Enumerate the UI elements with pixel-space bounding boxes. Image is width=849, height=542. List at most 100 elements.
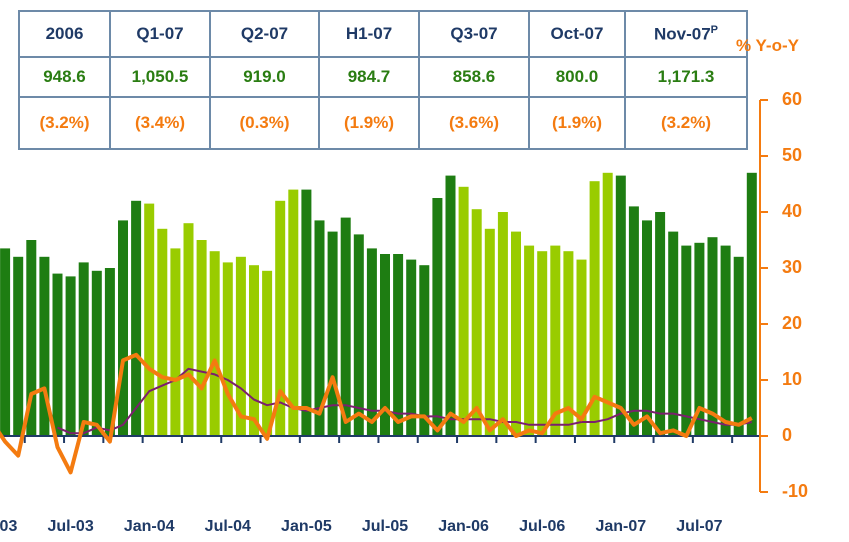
- bar: [602, 172, 613, 437]
- value-row: 948.6 1,050.5 919.0 984.7 858.6 800.0 1,171.3: [18, 56, 748, 98]
- header-row: 2006 Q1-07 Q2-07 H1-07 Q3-07 Oct-07 Nov-07P: [18, 10, 748, 58]
- percent-row: (3.2%) (3.4%) (0.3%) (1.9%) (3.6%) (1.9%) (3.2…: [18, 96, 748, 150]
- header-cell: Oct-07: [528, 10, 626, 58]
- bar: [144, 203, 155, 436]
- bar: [196, 240, 207, 436]
- cell: (1.9%): [318, 96, 420, 150]
- x-tick-label: Jul-06: [519, 518, 565, 535]
- y-tick-label: 50: [782, 145, 802, 165]
- cell: (3.2%): [624, 96, 748, 150]
- header-cell: H1-07: [318, 10, 420, 58]
- bar: [222, 262, 233, 436]
- bar: [157, 228, 168, 436]
- bar: [288, 189, 299, 436]
- cell: (1.9%): [528, 96, 626, 150]
- bar: [314, 220, 325, 436]
- x-tick-label: Jan-07: [595, 518, 646, 535]
- bar: [65, 276, 76, 436]
- bar: [458, 186, 469, 436]
- cell: (3.6%): [418, 96, 530, 150]
- x-tick-label: Jul-07: [676, 518, 722, 535]
- bar: [78, 262, 89, 436]
- cell: (3.4%): [109, 96, 211, 150]
- y-tick-label: 10: [782, 369, 802, 389]
- cell: 858.6: [418, 56, 530, 98]
- bar: [746, 172, 757, 437]
- bar: [0, 248, 11, 436]
- bar: [511, 231, 521, 436]
- x-tick-label: Jul-05: [362, 518, 408, 535]
- summary-table: 2006 Q1-07 Q2-07 H1-07 Q3-07 Oct-07 Nov-07P 94…: [18, 10, 748, 150]
- header-cell: Q1-07: [109, 10, 211, 58]
- bar: [733, 256, 744, 436]
- bar: [118, 220, 128, 436]
- bar: [720, 245, 731, 436]
- bar: [26, 240, 37, 436]
- bar: [235, 256, 246, 436]
- cell: 984.7: [318, 56, 420, 98]
- bar: [52, 273, 63, 436]
- bar: [537, 251, 548, 436]
- bar: [497, 212, 508, 436]
- cell: (3.2%): [18, 96, 111, 150]
- header-cell: Nov-07P: [624, 10, 748, 58]
- bar: [327, 231, 338, 436]
- y-tick-label: 60: [782, 89, 802, 109]
- bar: [550, 245, 561, 436]
- bar: [353, 234, 364, 436]
- bar: [131, 200, 142, 436]
- cell: (0.3%): [209, 96, 320, 150]
- cell: 800.0: [528, 56, 626, 98]
- bar: [576, 259, 587, 436]
- y-tick-label: -10: [782, 481, 808, 501]
- x-tick-label: Jan-04: [124, 518, 175, 535]
- bar: [655, 212, 666, 436]
- cell: 948.6: [18, 56, 111, 98]
- bar: [707, 237, 718, 436]
- y-tick-label: 30: [782, 257, 802, 277]
- bar: [484, 228, 495, 436]
- header-sup: P: [710, 23, 719, 36]
- bar: [209, 251, 220, 436]
- header-cell: 2006: [18, 10, 111, 58]
- x-tick-label: Jan-03: [0, 518, 17, 535]
- bar: [249, 265, 259, 436]
- y-tick-label: 0: [782, 425, 792, 445]
- bar: [366, 248, 377, 436]
- bar: [262, 270, 273, 436]
- bar: [91, 270, 102, 436]
- bar: [104, 268, 115, 436]
- y-tick-label: 40: [782, 201, 802, 221]
- bar: [628, 206, 639, 436]
- bar: [393, 254, 404, 436]
- bar: [681, 245, 692, 436]
- bar: [406, 259, 417, 436]
- x-tick-label: Jan-05: [281, 518, 332, 535]
- bar: [642, 220, 652, 436]
- bar: [419, 265, 430, 436]
- header-cell: Q2-07: [209, 10, 320, 58]
- header-text: Nov-07: [653, 24, 711, 44]
- bar: [694, 242, 705, 436]
- y-axis-label: % Y-o-Y: [736, 36, 799, 55]
- bar: [275, 200, 286, 436]
- cell: 1,171.3: [624, 56, 748, 98]
- bar: [589, 181, 600, 436]
- x-tick-label: Jul-04: [205, 518, 251, 535]
- bar: [563, 251, 574, 436]
- bar: [432, 198, 443, 436]
- line: [0, 352, 753, 475]
- cell: 1,050.5: [109, 56, 211, 98]
- bar: [340, 217, 351, 436]
- bar: [615, 175, 626, 436]
- cell: 919.0: [209, 56, 320, 98]
- x-tick-label: Jan-06: [438, 518, 489, 535]
- bar: [183, 223, 194, 436]
- bar: [301, 189, 312, 436]
- y-tick-label: 20: [782, 313, 802, 333]
- bar: [445, 175, 456, 436]
- bar: [39, 256, 50, 436]
- bar: [471, 209, 482, 436]
